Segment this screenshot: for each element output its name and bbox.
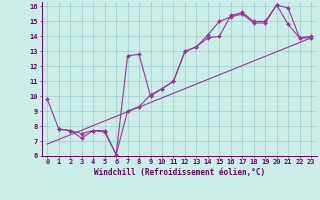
X-axis label: Windchill (Refroidissement éolien,°C): Windchill (Refroidissement éolien,°C)	[94, 168, 265, 177]
